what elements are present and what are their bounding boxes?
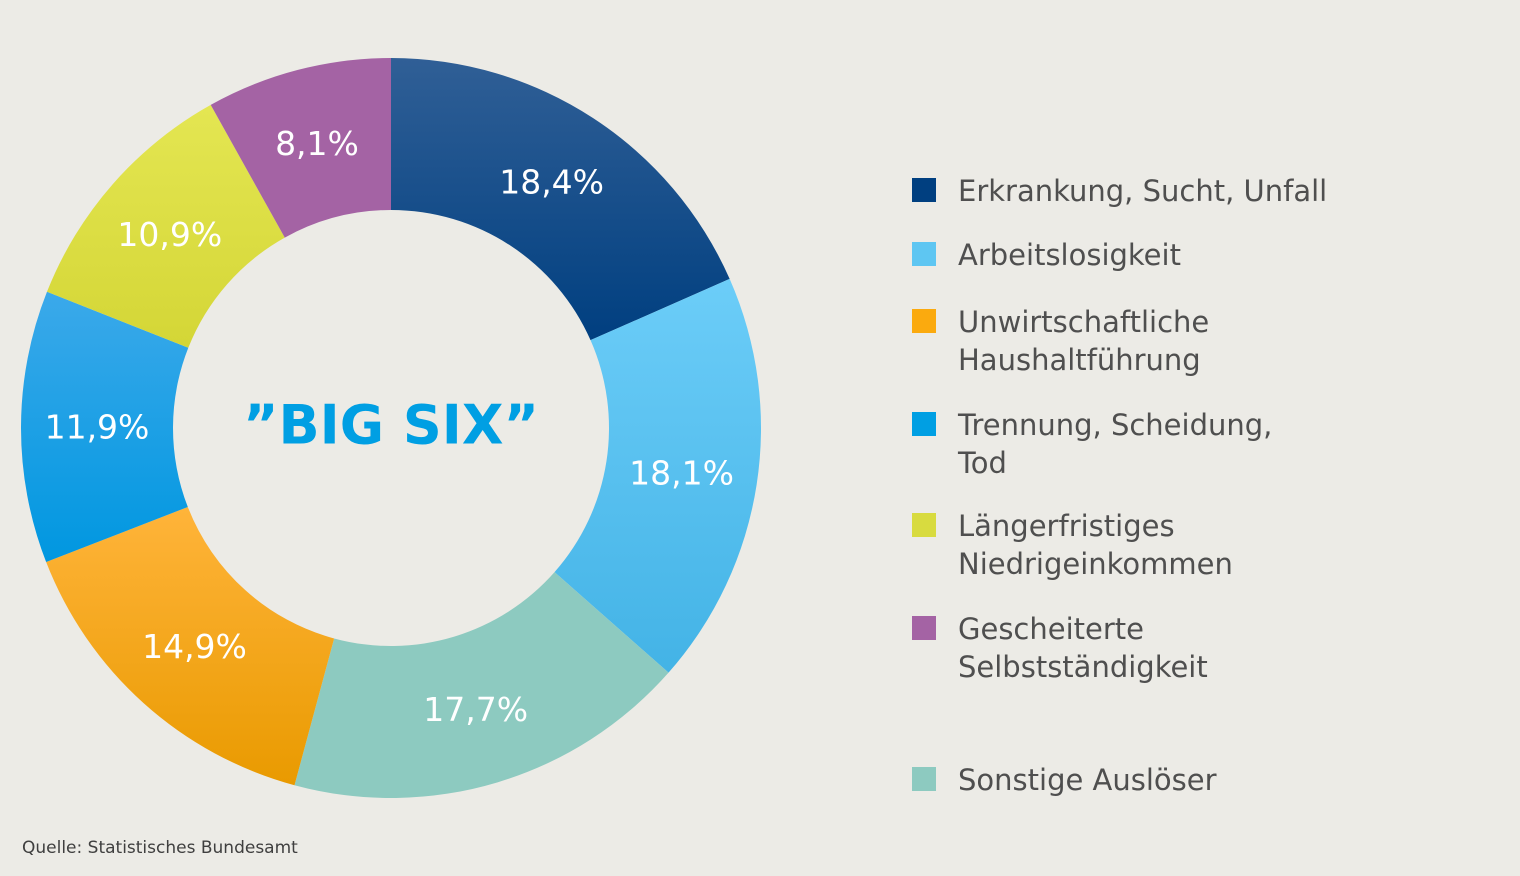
donut-slice — [554, 278, 762, 673]
donut-slice — [46, 104, 285, 348]
legend-text: Sonstige Auslöser — [958, 761, 1338, 799]
legend-swatch — [912, 767, 936, 791]
legend: Erkrankung, Sucht, Unfall Arbeitslosigke… — [912, 0, 1502, 876]
legend-text: Arbeitslosigkeit — [958, 236, 1338, 274]
center-title: ”BIG SIX” — [243, 394, 539, 457]
legend-swatch — [912, 178, 936, 202]
source-note: Quelle: Statistisches Bundesamt — [22, 838, 298, 858]
legend-swatch — [912, 513, 936, 537]
legend-label-line2: Haushaltführung — [958, 343, 1201, 377]
slice-value-label: 18,4% — [499, 162, 604, 201]
donut-slice-labels: 18,4% 18,1% 17,7% 14,9% 11,9% 10,9% 8,1% — [45, 124, 734, 729]
legend-label-line1: Längerfristiges — [958, 509, 1175, 543]
legend-label-line2: Selbstständigkeit — [958, 650, 1208, 684]
legend-item-trennung: Trennung, Scheidung, Tod — [912, 406, 1502, 482]
legend-item-haushaltfuehrung: Unwirtschaftliche Haushaltführung — [912, 303, 1502, 379]
legend-text: Unwirtschaftliche Haushaltführung — [958, 303, 1338, 379]
donut-slices — [20, 58, 762, 798]
donut-slice — [210, 58, 391, 238]
slice-value-label: 10,9% — [117, 215, 222, 254]
legend-label: Sonstige Auslöser — [958, 763, 1217, 797]
legend-swatch — [912, 242, 936, 266]
legend-item-sonstige: Sonstige Auslöser — [912, 761, 1502, 799]
slice-value-label: 18,1% — [629, 454, 734, 493]
donut-chart: 18,4% 18,1% 17,7% 14,9% 11,9% 10,9% 8,1% ”BIG … — [20, 58, 762, 798]
legend-swatch — [912, 616, 936, 640]
legend-label-line2: Niedrigeinkommen — [958, 547, 1233, 581]
legend-label-line1: Unwirtschaftliche — [958, 305, 1210, 339]
legend-text: Trennung, Scheidung, Tod — [958, 406, 1338, 482]
slice-value-label: 14,9% — [142, 627, 247, 666]
slice-value-label: 17,7% — [423, 690, 528, 729]
donut-slice — [294, 572, 669, 798]
legend-text: Gescheiterte Selbstständigkeit — [958, 610, 1338, 686]
legend-text: Erkrankung, Sucht, Unfall — [958, 172, 1338, 210]
legend-swatch — [912, 309, 936, 333]
legend-text: Längerfristiges Niedrigeinkommen — [958, 507, 1338, 583]
legend-item-niedrigeinkommen: Längerfristiges Niedrigeinkommen — [912, 507, 1502, 583]
legend-item-selbststaendigkeit: Gescheiterte Selbstständigkeit — [912, 610, 1502, 686]
legend-label: Erkrankung, Sucht, Unfall — [958, 174, 1328, 208]
legend-label-line1: Trennung, Scheidung, — [958, 408, 1273, 442]
donut-slice — [46, 506, 335, 786]
legend-label-line1: Gescheiterte — [958, 612, 1144, 646]
legend-label: Arbeitslosigkeit — [958, 238, 1181, 272]
slice-value-label: 11,9% — [45, 408, 150, 447]
donut-slice — [20, 291, 189, 563]
donut-slice — [391, 58, 730, 341]
legend-item-erkrankung: Erkrankung, Sucht, Unfall — [912, 172, 1502, 210]
legend-item-arbeitslosigkeit: Arbeitslosigkeit — [912, 236, 1502, 274]
legend-swatch — [912, 412, 936, 436]
slice-value-label: 8,1% — [275, 124, 359, 163]
legend-label-line2: Tod — [958, 446, 1007, 480]
